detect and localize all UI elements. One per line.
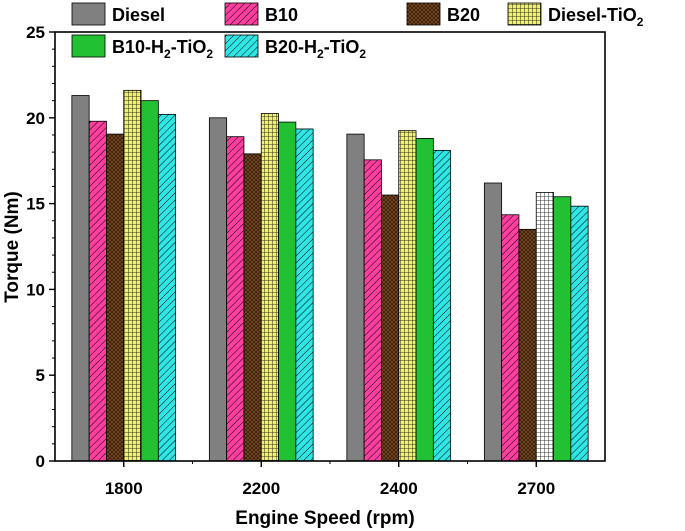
bar-b10-2400: [363, 159, 382, 462]
legend-swatch-3: [507, 2, 542, 26]
bar-diesel-tio2-2400: [398, 130, 417, 462]
bar-b20-h2-tio2-2700: [570, 205, 589, 462]
bar-b10-2200: [226, 136, 245, 462]
y-tick-label: 5: [36, 366, 45, 385]
legend-swatch-0: [71, 2, 106, 26]
legend-label-1: B10: [265, 5, 298, 25]
y-tick-label: 15: [26, 195, 45, 214]
bar-b20-1800: [106, 133, 125, 462]
y-axis-label: Torque (Nm): [2, 191, 23, 303]
bar-b20-h2-tio2-2400: [432, 150, 452, 462]
bar-b10-1800: [88, 120, 107, 462]
legend-swatch-1: [224, 2, 259, 26]
legend-swatch-4: [71, 34, 106, 58]
legend-label-0: Diesel: [112, 5, 165, 25]
bar-diesel-tio2-2200: [260, 113, 279, 462]
bar-b20-h2-tio2-1800: [157, 113, 177, 462]
bar-b20-2700: [518, 228, 537, 462]
bars-group: [71, 89, 589, 462]
bar-diesel-tio2-1800: [123, 89, 142, 462]
legend-swatch-5: [224, 34, 259, 58]
x-tick-label-2200: 2200: [242, 479, 280, 498]
legend-swatch-2: [406, 2, 441, 26]
bar-b10-h2-tio2-2400: [415, 137, 434, 462]
bar-b20-2200: [243, 153, 262, 462]
bar-diesel-tio2-2700: [535, 192, 554, 462]
legend-label-3: Diesel-TiO2: [548, 5, 644, 29]
y-tick-label: 10: [26, 280, 45, 299]
bar-b10-h2-tio2-2200: [278, 121, 297, 462]
bar-b10-2700: [501, 214, 520, 462]
legend-label-2: B20: [447, 5, 480, 25]
y-tick-label: 20: [26, 109, 45, 128]
bar-diesel-2700: [483, 182, 503, 462]
bar-b10-h2-tio2-2700: [553, 196, 572, 462]
legend-label-4: B10-H2-TiO2: [112, 37, 213, 61]
y-tick-label: 25: [26, 23, 45, 42]
bar-b20-h2-tio2-2200: [295, 128, 314, 462]
x-tick-label-2700: 2700: [517, 479, 555, 498]
axes-group: 0 5 10 15 20 25 1800 2200 2400 2700: [26, 23, 606, 498]
x-axis-label: Engine Speed (rpm): [235, 508, 414, 529]
bar-b10-h2-tio2-1800: [140, 100, 159, 462]
x-tick-label-1800: 1800: [105, 479, 143, 498]
x-tick-label-2400: 2400: [380, 479, 418, 498]
y-tick-label: 0: [36, 452, 45, 471]
bar-diesel-2400: [346, 133, 365, 462]
bar-b20-2400: [381, 194, 400, 462]
bar-diesel-2200: [208, 117, 228, 462]
bar-diesel-1800: [71, 95, 90, 462]
legend-label-5: B20-H2-TiO2: [265, 37, 366, 61]
